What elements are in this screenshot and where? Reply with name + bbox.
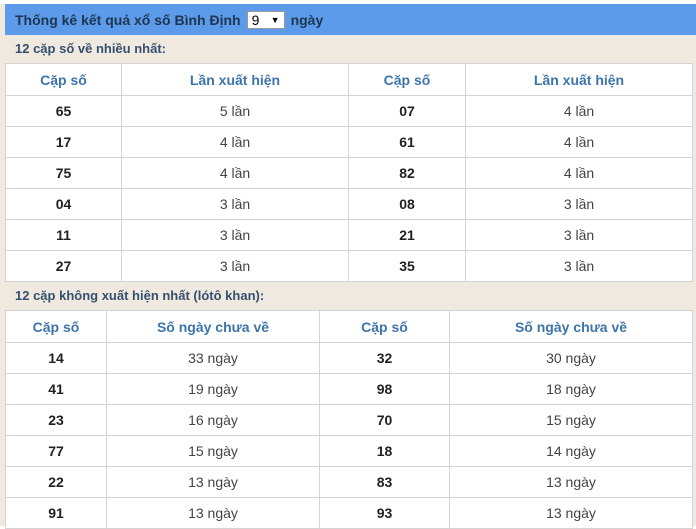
pair-number: 04 — [5, 188, 122, 220]
count-cell: 3 lần — [121, 188, 349, 220]
count-cell: 13 ngày — [449, 497, 693, 529]
count-cell: 3 lần — [121, 250, 349, 282]
column-header: Cặp số — [5, 310, 107, 343]
days-suffix: ngày — [290, 11, 324, 28]
table-row: 91 13 ngày 93 13 ngày — [5, 497, 693, 529]
count-cell: 3 lần — [465, 219, 693, 251]
pair-number: 07 — [348, 95, 466, 127]
pair-number: 98 — [319, 373, 450, 405]
pair-number: 82 — [348, 157, 466, 189]
table-row: 65 5 lần 07 4 lần — [5, 95, 693, 127]
pair-number: 77 — [5, 435, 107, 467]
pair-number: 22 — [5, 466, 107, 498]
pair-number: 08 — [348, 188, 466, 220]
count-cell: 16 ngày — [106, 404, 320, 436]
pair-number: 32 — [319, 342, 450, 374]
table-row: 04 3 lần 08 3 lần — [5, 188, 693, 220]
table-row: 17 4 lần 61 4 lần — [5, 126, 693, 158]
table-row: 77 15 ngày 18 14 ngày — [5, 435, 693, 467]
column-header: Cặp số — [5, 63, 122, 96]
absent-table: Cặp số Số ngày chưa về Cặp số Số ngày chưa … — [5, 310, 693, 529]
most-heading: 12 cặp số về nhiều nhất: — [15, 41, 166, 56]
pair-number: 83 — [319, 466, 450, 498]
pair-number: 91 — [5, 497, 107, 529]
pair-number: 17 — [5, 126, 122, 158]
table-row: 22 13 ngày 83 13 ngày — [5, 466, 693, 498]
pair-number: 70 — [319, 404, 450, 436]
count-cell: 4 lần — [121, 126, 349, 158]
pair-number: 27 — [5, 250, 122, 282]
absent-heading: 12 cặp không xuất hiện nhất (lótô khan): — [15, 288, 265, 303]
column-header: Lần xuất hiện — [121, 63, 349, 96]
table-row: 75 4 lần 82 4 lần — [5, 157, 693, 189]
pair-number: 18 — [319, 435, 450, 467]
pair-number: 65 — [5, 95, 122, 127]
pair-number: 21 — [348, 219, 466, 251]
count-cell: 15 ngày — [449, 404, 693, 436]
count-cell: 15 ngày — [106, 435, 320, 467]
count-cell: 3 lần — [465, 250, 693, 282]
column-header: Cặp số — [348, 63, 466, 96]
days-select[interactable]: 9 ▼ — [246, 10, 285, 29]
pair-number: 41 — [5, 373, 107, 405]
count-cell: 13 ngày — [449, 466, 693, 498]
pair-number: 75 — [5, 157, 122, 189]
pair-number: 11 — [5, 219, 122, 251]
days-value: 9 — [251, 11, 260, 28]
title: Thống kê kết quả xổ số Bình Định — [15, 11, 241, 28]
count-cell: 30 ngày — [449, 342, 693, 374]
pair-number: 23 — [5, 404, 107, 436]
count-cell: 13 ngày — [106, 497, 320, 529]
count-cell: 14 ngày — [449, 435, 693, 467]
pair-number: 35 — [348, 250, 466, 282]
count-cell: 4 lần — [121, 157, 349, 189]
table-row: 14 33 ngày 32 30 ngày — [5, 342, 693, 374]
count-cell: 4 lần — [465, 126, 693, 158]
pair-number: 93 — [319, 497, 450, 529]
title-bar: Thống kê kết quả xổ số Bình Định 9 ▼ ngà… — [5, 4, 696, 35]
table-row: 11 3 lần 21 3 lần — [5, 219, 693, 251]
count-cell: 4 lần — [465, 157, 693, 189]
column-header: Số ngày chưa về — [106, 310, 320, 343]
table-row: 23 16 ngày 70 15 ngày — [5, 404, 693, 436]
count-cell: 3 lần — [465, 188, 693, 220]
pair-number: 14 — [5, 342, 107, 374]
stats-panel: Thống kê kết quả xổ số Bình Định 9 ▼ ngà… — [0, 4, 696, 529]
count-cell: 19 ngày — [106, 373, 320, 405]
pair-number: 61 — [348, 126, 466, 158]
column-header: Lần xuất hiện — [465, 63, 693, 96]
column-header: Số ngày chưa về — [449, 310, 693, 343]
count-cell: 5 lần — [121, 95, 349, 127]
table-row: 27 3 lần 35 3 lần — [5, 250, 693, 282]
count-cell: 4 lần — [465, 95, 693, 127]
count-cell: 18 ngày — [449, 373, 693, 405]
table-row: 41 19 ngày 98 18 ngày — [5, 373, 693, 405]
column-header: Cặp số — [319, 310, 450, 343]
count-cell: 33 ngày — [106, 342, 320, 374]
count-cell: 3 lần — [121, 219, 349, 251]
most-table: Cặp số Lần xuất hiện Cặp số Lần xuất hiện 6… — [5, 63, 693, 282]
count-cell: 13 ngày — [106, 466, 320, 498]
dropdown-arrow-icon: ▼ — [270, 14, 280, 25]
